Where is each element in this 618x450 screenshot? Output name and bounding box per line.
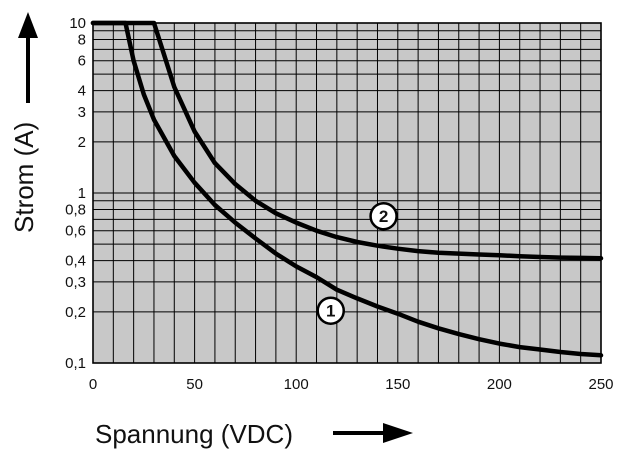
x-tick-label: 200 xyxy=(487,376,512,393)
y-tick-label: 0,4 xyxy=(65,253,86,270)
series-line-1 xyxy=(90,20,604,358)
curve-labels: 12 xyxy=(316,201,398,325)
plot-border xyxy=(92,22,602,364)
y-tick-label: 0,6 xyxy=(65,223,86,240)
y-tick-label: 6 xyxy=(78,53,86,70)
y-tick-labels: 0,1 0,2 0,3 0,4 0,6 0,81 2 3 4 6 810 xyxy=(65,15,86,372)
x-tick-labels: 0 50 100 150 200 250 xyxy=(89,376,614,393)
x-tick-label: 0 xyxy=(89,376,97,393)
series-line-2 xyxy=(90,20,604,261)
y-tick-label: 10 xyxy=(69,15,86,32)
y-axis-title: Strom (A) xyxy=(9,122,39,233)
y-axis-arrow-icon xyxy=(18,12,38,103)
y-tick-label: 2 xyxy=(78,134,86,151)
y-tick-label: 8 xyxy=(78,31,86,48)
y-tick-label: 0,8 xyxy=(65,201,86,218)
y-tick-label: 0,2 xyxy=(65,304,86,321)
grid xyxy=(92,22,602,364)
curve-label-2: 2 xyxy=(369,201,398,231)
x-tick-label: 100 xyxy=(284,376,309,393)
x-tick-label: 50 xyxy=(186,376,203,393)
svg-text:2: 2 xyxy=(379,207,388,226)
y-tick-label: 0,3 xyxy=(65,274,86,291)
x-axis-title: Spannung (VDC) xyxy=(95,419,293,449)
y-tick-label: 1 xyxy=(78,185,86,202)
svg-text:1: 1 xyxy=(326,302,335,321)
curve-label-1: 1 xyxy=(316,296,345,325)
y-tick-label: 3 xyxy=(78,104,86,121)
y-tick-label: 4 xyxy=(78,83,86,100)
x-axis-arrow-icon xyxy=(333,423,413,443)
series-lines xyxy=(90,20,604,358)
y-tick-label: 0,1 xyxy=(65,355,86,372)
x-tick-label: 150 xyxy=(385,376,410,393)
x-tick-label: 250 xyxy=(588,376,613,393)
